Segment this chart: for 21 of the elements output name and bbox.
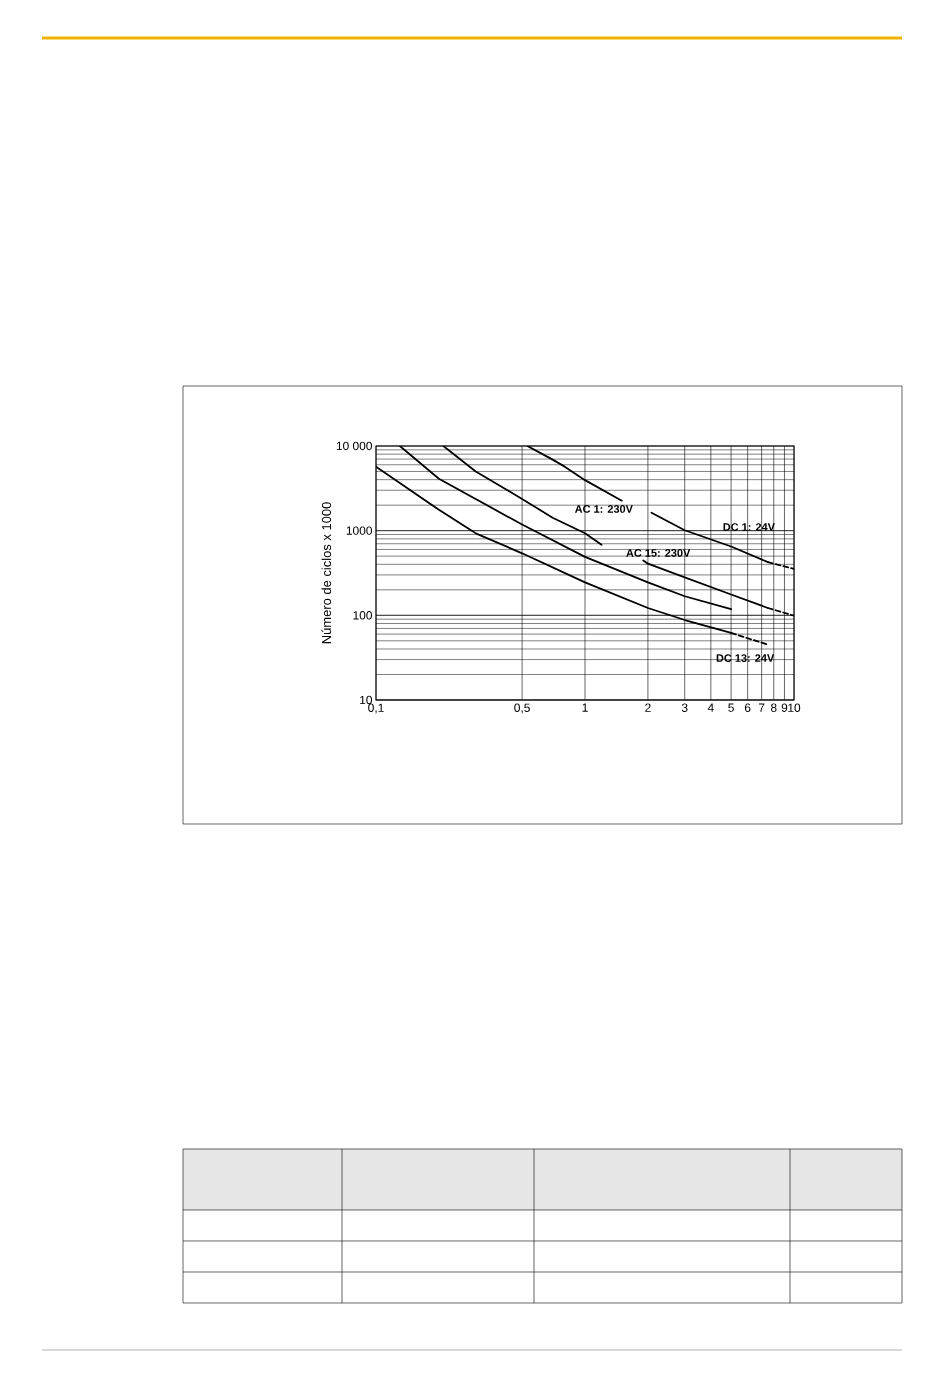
- x-tick-label: 0,1: [368, 703, 384, 714]
- x-tick-label: 6: [744, 703, 751, 712]
- y-tick-label: 100: [353, 611, 373, 620]
- x-tick-label: 0,5: [514, 703, 530, 714]
- annotation: AC 1: 230V: [574, 505, 633, 513]
- x-tick-label: 5: [728, 703, 734, 712]
- x-tick-label: 4: [707, 703, 714, 712]
- annotation: DC 1: 24V: [723, 523, 775, 531]
- y-axis-title: Número de ciclos x 1000: [321, 502, 332, 644]
- x-tick-label: 2: [645, 703, 651, 712]
- annotation: AC 15: 230V: [626, 549, 691, 557]
- y-tick-label: 1000: [346, 526, 373, 535]
- y-tick-label: 10: [360, 695, 373, 705]
- y-tick-label: 10 000: [336, 441, 373, 451]
- x-tick-label: 1: [582, 703, 588, 712]
- x-tick-label: 7: [758, 703, 765, 712]
- x-tick-label: 3: [681, 703, 688, 712]
- x-tick-label: 9: [781, 703, 788, 712]
- x-tick-label: 10: [788, 703, 801, 712]
- annotation: DC 13: 24V: [716, 654, 775, 662]
- x-tick-label: 8: [770, 703, 777, 712]
